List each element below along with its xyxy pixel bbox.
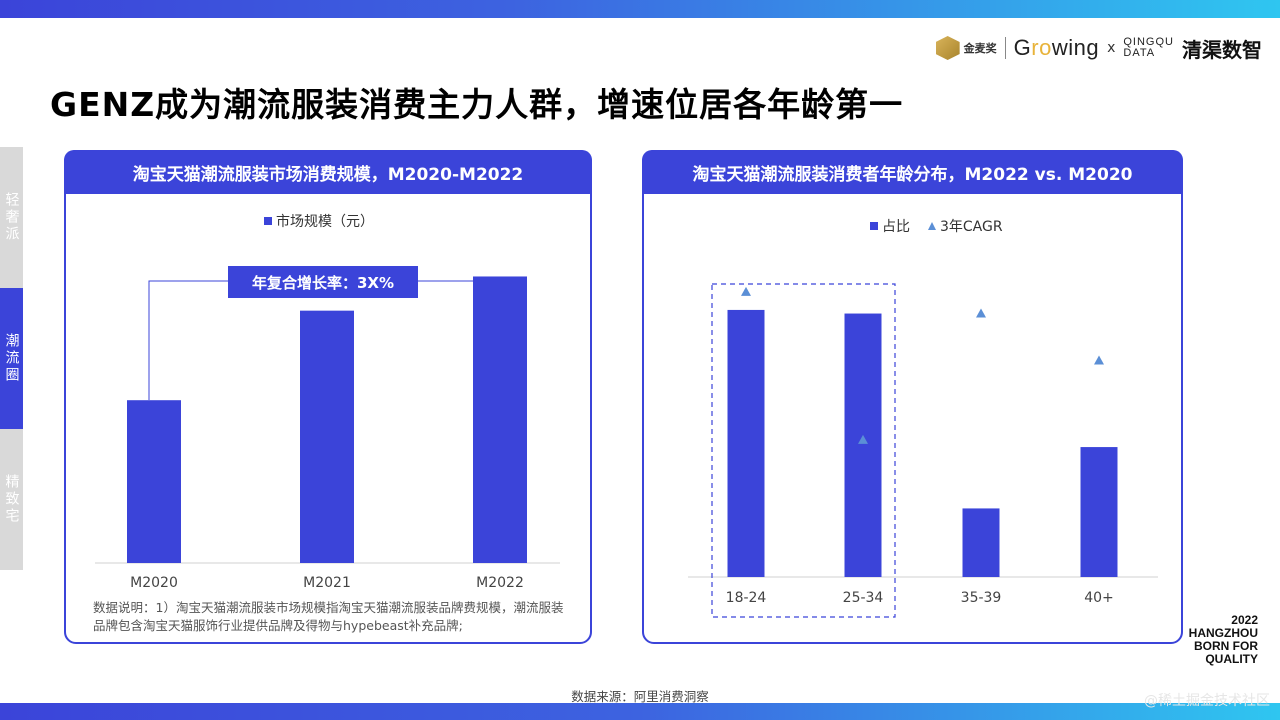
legend-item-share: 占比 bbox=[870, 216, 910, 236]
watermark: @稀土掘金技术社区 bbox=[1144, 693, 1270, 709]
bar-age-40plus bbox=[1080, 447, 1118, 577]
qingqu-name-logo: 清渠数智 bbox=[1182, 37, 1262, 62]
legend-item-cagr: 3年CAGR bbox=[928, 216, 1003, 236]
growing-logo-suffix: wing bbox=[1051, 35, 1100, 60]
growing-logo-accent: ro bbox=[1031, 35, 1052, 60]
legend-item-market-size: 市场规模（元） bbox=[264, 211, 374, 231]
event-mark-line3: BORN FOR bbox=[1194, 639, 1258, 653]
qingqu-logo-line1: QINGQU bbox=[1123, 36, 1174, 48]
bar-swatch-icon bbox=[264, 217, 272, 225]
age-distribution-chart: 18-24 25-34 35-39 40+ bbox=[688, 283, 1158, 618]
cagr-marker-18-24 bbox=[741, 286, 751, 296]
event-mark-year: 2022 bbox=[1231, 613, 1258, 627]
legend-label-market-size: 市场规模（元） bbox=[276, 214, 374, 230]
qingqu-logo-line2: DATA bbox=[1123, 47, 1156, 59]
jinmaijiang-logo-text: 金麦奖 bbox=[963, 41, 997, 55]
cagr-marker-35-39 bbox=[976, 308, 986, 318]
bar-m2020 bbox=[127, 400, 181, 563]
side-tab-qingshepai[interactable]: 轻奢派 bbox=[0, 147, 23, 288]
market-size-chart: M2020 M2021 M2022 bbox=[95, 276, 560, 591]
data-note: 数据说明：1）淘宝天猫潮流服装市场规模指淘宝天猫潮流服装品牌费规模，潮流服装品牌… bbox=[93, 600, 564, 633]
growing-logo: Growing bbox=[1014, 35, 1099, 61]
data-source: 数据来源：阿里消费洞察 bbox=[571, 689, 709, 704]
market-size-legend: 市场规模（元） bbox=[264, 211, 374, 231]
side-tab-nav: 轻奢派 潮流圈 精致宅 bbox=[0, 147, 23, 570]
bar-age-35-39 bbox=[962, 508, 1000, 577]
bar-age-18-24 bbox=[727, 309, 765, 577]
qingqu-data-logo: QINGQU DATA bbox=[1123, 37, 1174, 59]
x-tick-label-m2022: M2022 bbox=[476, 575, 524, 591]
logo-x-separator: x bbox=[1107, 40, 1116, 56]
bar-m2022 bbox=[473, 276, 527, 563]
cagr-marker-40plus bbox=[1094, 355, 1104, 365]
bar-age-25-34 bbox=[844, 313, 882, 577]
cagr-bracket-right bbox=[418, 280, 501, 300]
cagr-annotation: 年复合增长率：3X% bbox=[228, 266, 418, 298]
bar-swatch-icon bbox=[870, 222, 878, 230]
event-mark-line4: QUALITY bbox=[1205, 652, 1258, 666]
x-tick-label-m2021: M2021 bbox=[303, 575, 351, 591]
growing-logo-prefix: G bbox=[1013, 35, 1032, 60]
legend-label-share: 占比 bbox=[882, 219, 910, 235]
x-tick-label-35-39: 35-39 bbox=[961, 590, 1002, 606]
side-tab-jingzhizhai[interactable]: 精致宅 bbox=[0, 429, 23, 570]
market-size-panel-header: 淘宝天猫潮流服装市场消费规模，M2020-M2022 bbox=[64, 150, 592, 194]
x-tick-label-25-34: 25-34 bbox=[843, 590, 884, 606]
cagr-bracket-left bbox=[148, 280, 228, 400]
x-tick-label-40plus: 40+ bbox=[1084, 590, 1114, 606]
age-distribution-legend: 占比 3年CAGR bbox=[870, 216, 1003, 236]
side-tab-chaoliuquan[interactable]: 潮流圈 bbox=[0, 288, 23, 429]
legend-label-cagr: 3年CAGR bbox=[940, 219, 1003, 235]
bar-m2021 bbox=[300, 310, 354, 563]
cube-icon bbox=[935, 36, 960, 60]
highlight-box-genz bbox=[711, 283, 896, 618]
triangle-marker-icon bbox=[928, 222, 936, 230]
logo-divider bbox=[1004, 37, 1006, 59]
cagr-marker-25-34 bbox=[858, 434, 868, 444]
x-tick-label-18-24: 18-24 bbox=[726, 590, 767, 606]
event-mark: 2022 HANGZHOU BORN FOR QUALITY bbox=[1189, 614, 1258, 666]
top-accent-bar bbox=[0, 0, 1280, 18]
jinmaijiang-logo: 金麦奖 bbox=[935, 36, 997, 60]
event-mark-city: HANGZHOU bbox=[1188, 626, 1258, 640]
x-tick-label-m2020: M2020 bbox=[130, 575, 178, 591]
logo-row: 金麦奖 Growing x QINGQU DATA 清渠数智 bbox=[935, 34, 1262, 62]
age-distribution-panel-header: 淘宝天猫潮流服装消费者年龄分布，M2022 vs. M2020 bbox=[642, 150, 1183, 194]
page-title: GENZ成为潮流服装消费主力人群，增速位居各年龄第一 bbox=[50, 85, 904, 124]
bottom-accent-bar bbox=[0, 703, 1280, 720]
